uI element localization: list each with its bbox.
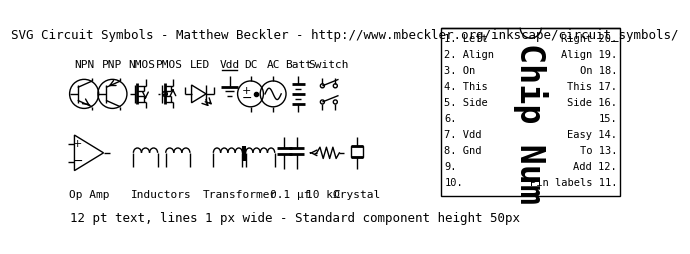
Text: On 18.: On 18. — [580, 66, 617, 76]
Text: +: + — [241, 86, 251, 96]
Text: 4. This: 4. This — [444, 82, 488, 92]
Bar — [351, 146, 363, 157]
Text: PMOS: PMOS — [155, 60, 182, 70]
Text: Easy 14.: Easy 14. — [567, 130, 617, 140]
Text: Pin labels 11.: Pin labels 11. — [530, 178, 617, 188]
Text: 15.: 15. — [598, 114, 617, 124]
Text: LED: LED — [190, 60, 210, 70]
Text: To 13.: To 13. — [580, 146, 617, 156]
Text: Align 19.: Align 19. — [561, 50, 617, 60]
Text: −: − — [72, 155, 83, 168]
Text: 12 pt text, lines 1 px wide - Standard component height 50px: 12 pt text, lines 1 px wide - Standard c… — [70, 212, 520, 225]
Text: 6.: 6. — [444, 114, 457, 124]
Text: DC: DC — [244, 60, 257, 70]
Text: Crystal: Crystal — [333, 190, 381, 200]
Text: 0.1 μf: 0.1 μf — [270, 190, 310, 200]
Text: Transformer: Transformer — [203, 190, 277, 200]
Text: 7. Vdd: 7. Vdd — [444, 130, 482, 140]
Text: Chip Num: Chip Num — [513, 43, 549, 204]
Text: −: − — [241, 91, 252, 104]
Text: Switch: Switch — [308, 60, 349, 70]
Text: NMOS: NMOS — [128, 60, 155, 70]
Text: This 17.: This 17. — [567, 82, 617, 92]
Text: Add 12.: Add 12. — [573, 162, 617, 172]
Text: 10 kΩ: 10 kΩ — [306, 190, 340, 200]
Text: NPN: NPN — [74, 60, 95, 70]
Text: Inductors: Inductors — [131, 190, 192, 200]
Text: 8. Gnd: 8. Gnd — [444, 146, 482, 156]
Text: 9.: 9. — [444, 162, 457, 172]
Text: 2. Align: 2. Align — [444, 50, 494, 60]
Text: SVG Circuit Symbols - Matthew Beckler - http://www.mbeckler.org/inkscape/circuit: SVG Circuit Symbols - Matthew Beckler - … — [11, 29, 679, 42]
Text: Side 16.: Side 16. — [567, 98, 617, 108]
Text: PNP: PNP — [102, 60, 123, 70]
Bar — [441, 28, 620, 196]
Text: Right 20.: Right 20. — [561, 34, 617, 44]
Text: Op Amp: Op Amp — [69, 190, 109, 200]
Text: Batt: Batt — [285, 60, 312, 70]
Text: +: + — [73, 139, 82, 149]
Text: Vdd: Vdd — [219, 60, 239, 70]
Text: 1. Left: 1. Left — [444, 34, 488, 44]
Text: 3. On: 3. On — [444, 66, 475, 76]
Text: AC: AC — [266, 60, 280, 70]
Text: 10.: 10. — [444, 178, 463, 188]
Text: 5. Side: 5. Side — [444, 98, 488, 108]
